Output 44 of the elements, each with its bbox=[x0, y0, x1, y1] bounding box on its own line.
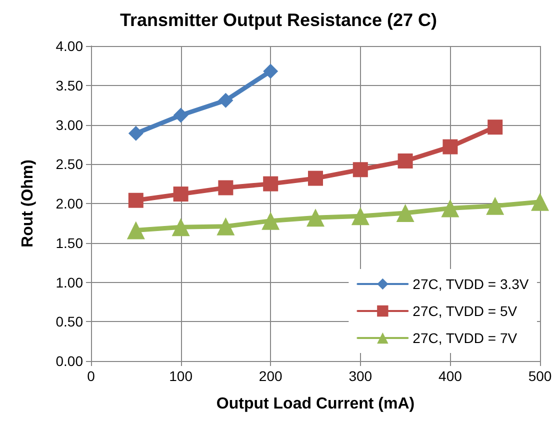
point bbox=[128, 126, 144, 141]
point bbox=[263, 64, 278, 79]
y-tick-label: 4.00 bbox=[56, 38, 84, 54]
point bbox=[172, 218, 190, 236]
point bbox=[173, 108, 188, 123]
point bbox=[263, 176, 278, 192]
point bbox=[262, 212, 280, 230]
x-tick-label: 0 bbox=[87, 368, 96, 384]
y-tick-label: 3.50 bbox=[56, 77, 84, 94]
x-axis-title: Output Load Current (mA) bbox=[216, 396, 415, 412]
point bbox=[218, 180, 234, 196]
x-tick-label: 300 bbox=[348, 368, 372, 384]
x-tick-label: 200 bbox=[258, 368, 282, 384]
x-tick-label: 400 bbox=[438, 368, 462, 384]
y-tick-label: 1.00 bbox=[56, 274, 84, 290]
point bbox=[308, 170, 323, 186]
point bbox=[126, 221, 145, 240]
x-tick-label: 100 bbox=[169, 368, 193, 384]
point bbox=[531, 192, 549, 211]
y-tick-label: 0.50 bbox=[56, 314, 84, 330]
x-tick-label: 500 bbox=[528, 368, 552, 384]
point bbox=[486, 196, 504, 215]
legend-label: 27C, TVDD = 5V bbox=[412, 303, 518, 319]
point bbox=[352, 162, 368, 178]
legend-label: 27C, TVDD = 7V bbox=[412, 330, 518, 346]
legend-label: 27C, TVDD = 3.3V bbox=[412, 276, 530, 292]
y-tick-label: 3.00 bbox=[56, 116, 84, 133]
point bbox=[442, 139, 458, 154]
point bbox=[396, 204, 414, 222]
point bbox=[351, 207, 370, 226]
point bbox=[488, 120, 503, 135]
point bbox=[441, 199, 460, 218]
point bbox=[173, 186, 188, 202]
point bbox=[128, 192, 144, 208]
y-axis-title: Rout (Ohm) bbox=[20, 160, 36, 248]
point bbox=[398, 153, 413, 168]
y-tick-label: 2.50 bbox=[56, 156, 84, 172]
point bbox=[216, 217, 235, 236]
point bbox=[306, 208, 324, 227]
y-tick-label: 0.00 bbox=[56, 353, 84, 369]
chart-title: Transmitter Output Resistance (27 C) bbox=[120, 10, 438, 30]
point bbox=[218, 92, 234, 108]
y-tick-label: 1.50 bbox=[56, 234, 84, 251]
y-tick-label: 2.00 bbox=[56, 196, 84, 212]
